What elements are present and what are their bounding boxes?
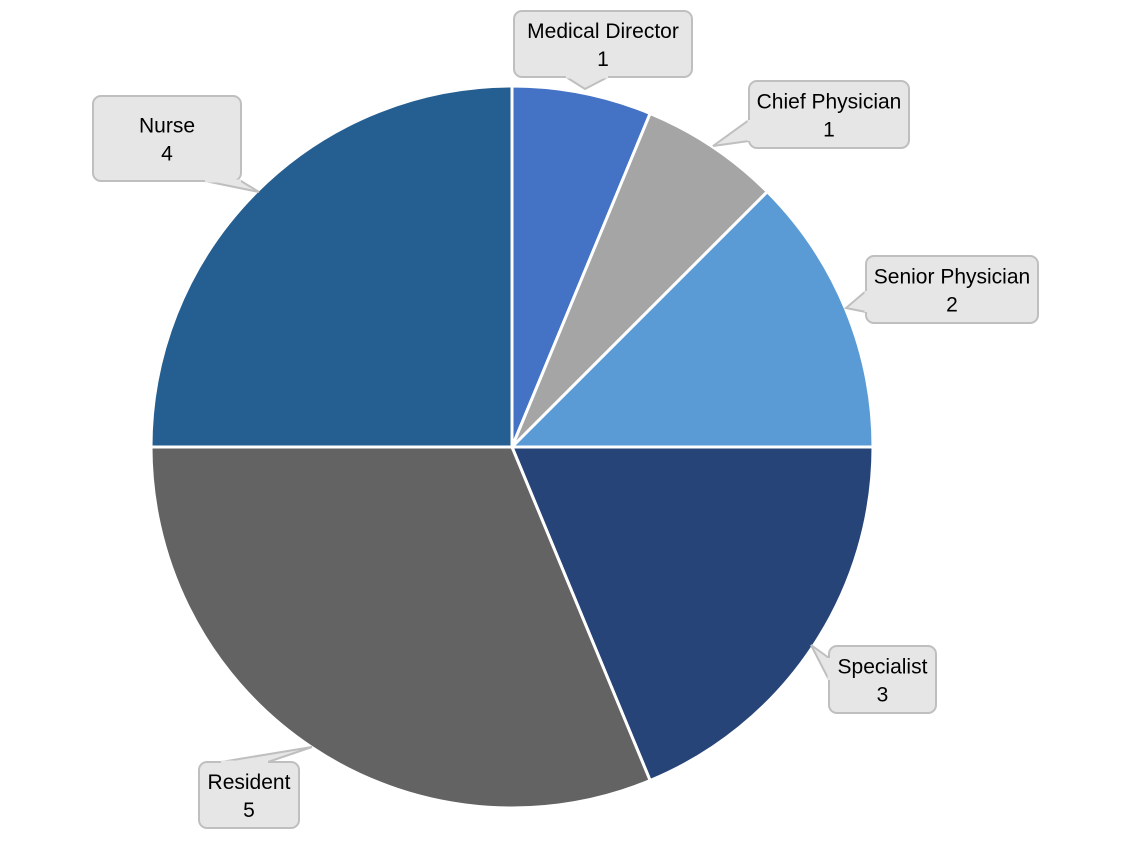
data-label-senior-physician: Senior Physician 2	[843, 255, 1039, 324]
data-label-box	[865, 255, 1039, 324]
data-label-category: Senior Physician	[874, 266, 1030, 289]
data-label-value: 4	[161, 143, 173, 166]
pie-slice-medical-director	[510, 84, 652, 449]
data-label-resident: Resident 5	[198, 746, 313, 829]
data-label-value: 5	[243, 799, 255, 822]
data-label-category: Nurse	[139, 115, 195, 138]
callouts-layer: Medical Director 1 Chief Physician 1 Senior …	[92, 10, 1039, 829]
data-label-value: 3	[877, 684, 889, 707]
data-label-category: Specialist	[838, 656, 928, 679]
data-label-value: 1	[597, 48, 609, 71]
data-label-category: Medical Director	[527, 20, 679, 43]
data-label-pointer	[810, 644, 830, 681]
data-label-category: Resident	[208, 771, 291, 794]
data-label-chief-physician: Chief Physician 1	[712, 80, 910, 149]
data-label-pointer	[220, 746, 313, 763]
data-label-category: Chief Physician	[757, 91, 902, 114]
data-label-specialist: Specialist 3	[810, 644, 937, 714]
data-label-value: 2	[946, 294, 958, 317]
data-label-pointer	[562, 76, 609, 91]
data-label-medical-director: Medical Director 1	[513, 10, 693, 91]
data-label-pointer	[204, 180, 260, 193]
data-label-box	[748, 80, 910, 149]
data-label-box	[92, 95, 242, 182]
data-label-value: 1	[823, 119, 835, 142]
data-label-nurse: Nurse 4	[92, 95, 260, 193]
data-label-pointer	[843, 288, 867, 314]
pie-slice-chief-physician	[510, 111, 769, 449]
data-label-pointer	[712, 118, 750, 147]
slices-layer	[149, 84, 875, 810]
